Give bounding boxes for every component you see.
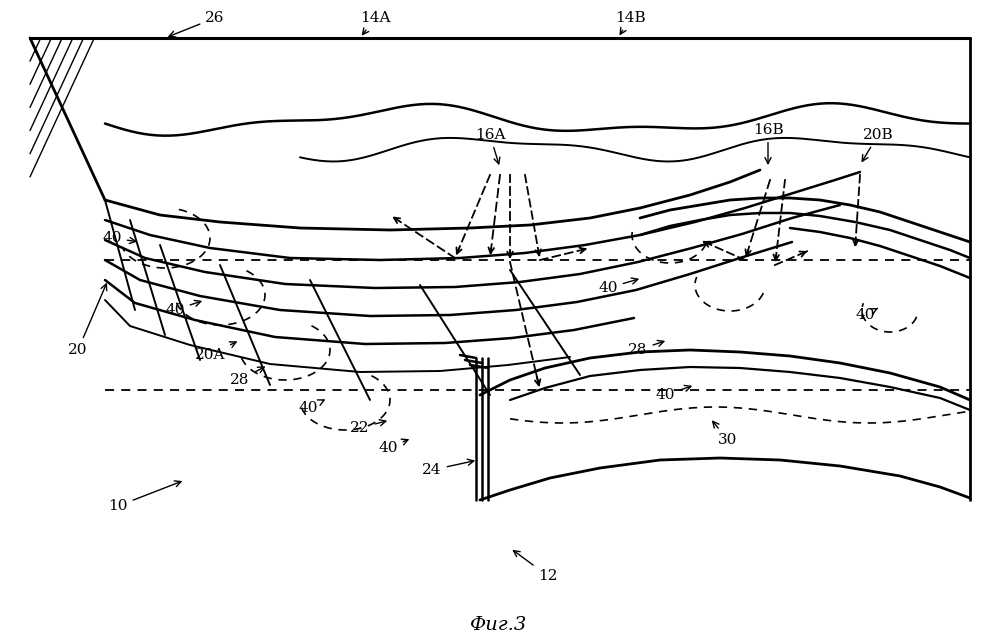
Text: 40: 40 [379, 439, 408, 455]
Text: 40: 40 [299, 400, 324, 415]
Text: 30: 30 [712, 421, 737, 447]
Text: 20B: 20B [862, 128, 893, 161]
Text: 40: 40 [598, 278, 637, 295]
Text: 14B: 14B [614, 11, 645, 34]
Text: 20A: 20A [195, 342, 236, 362]
Text: 26: 26 [169, 11, 225, 37]
Text: 28: 28 [628, 340, 664, 357]
Text: 22: 22 [351, 420, 386, 435]
Text: 24: 24 [423, 459, 474, 477]
Text: Фиг.3: Фиг.3 [471, 616, 527, 634]
Text: 28: 28 [231, 367, 264, 387]
Text: 10: 10 [108, 481, 181, 513]
Text: 40: 40 [102, 231, 136, 245]
Text: 20: 20 [68, 284, 107, 357]
Text: 16B: 16B [752, 123, 783, 164]
Text: 12: 12 [513, 551, 557, 583]
Text: 40: 40 [655, 385, 691, 402]
Text: 14A: 14A [360, 11, 391, 35]
Text: 16A: 16A [475, 128, 505, 164]
Text: 40: 40 [165, 300, 201, 317]
Text: 40: 40 [855, 308, 877, 322]
